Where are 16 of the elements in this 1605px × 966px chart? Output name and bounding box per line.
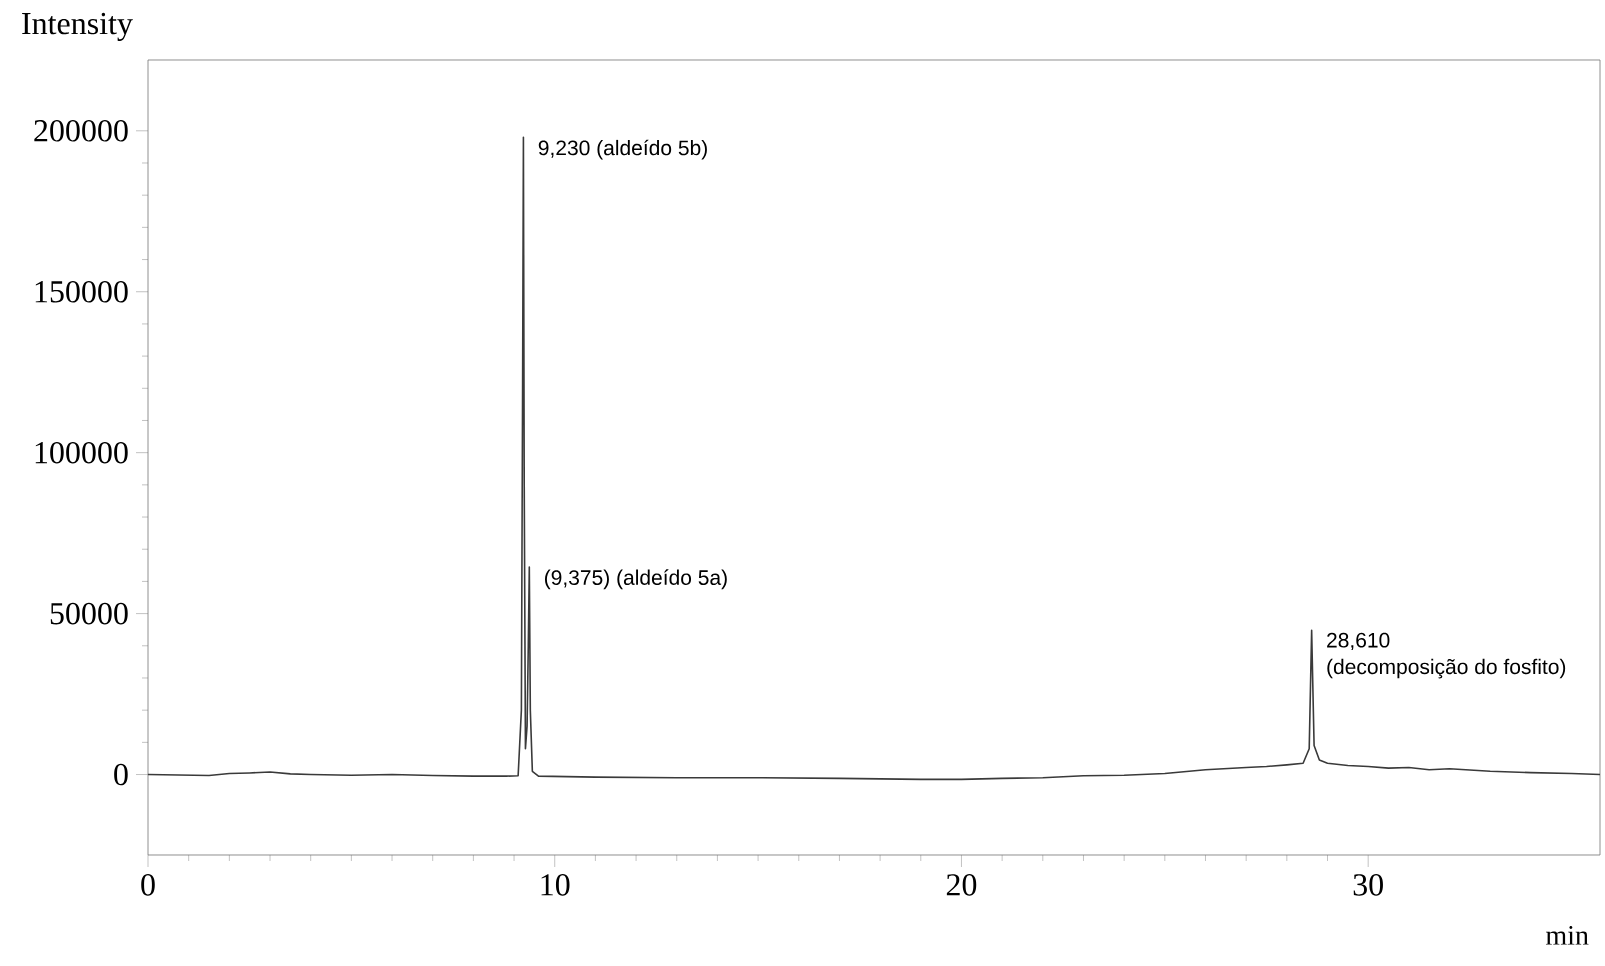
y-tick-label: 50000 [50, 602, 128, 625]
y-tick-label: 200000 [34, 120, 128, 142]
x-tick-label: 20 [946, 874, 977, 896]
annotation: (decomposição do fosfito) [1327, 658, 1566, 679]
annotation: 28,610 [1327, 632, 1390, 651]
annotation: (9,375) (aldeído 5a) [545, 569, 727, 590]
y-tick-label: 150000 [35, 280, 128, 303]
x-tick-label: 10 [541, 874, 570, 896]
annotation: 9,230 (aldeído 5b) [538, 139, 707, 160]
y-axis-title: Intensity [22, 12, 133, 41]
y-tick-label: 100000 [35, 441, 128, 464]
x-axis-title: min [1545, 926, 1589, 945]
y-tick-label: 0 [114, 763, 128, 786]
line-series [148, 136, 1601, 781]
x-tick-label: 0 [141, 874, 155, 896]
x-tick-label: 30 [1353, 874, 1383, 896]
